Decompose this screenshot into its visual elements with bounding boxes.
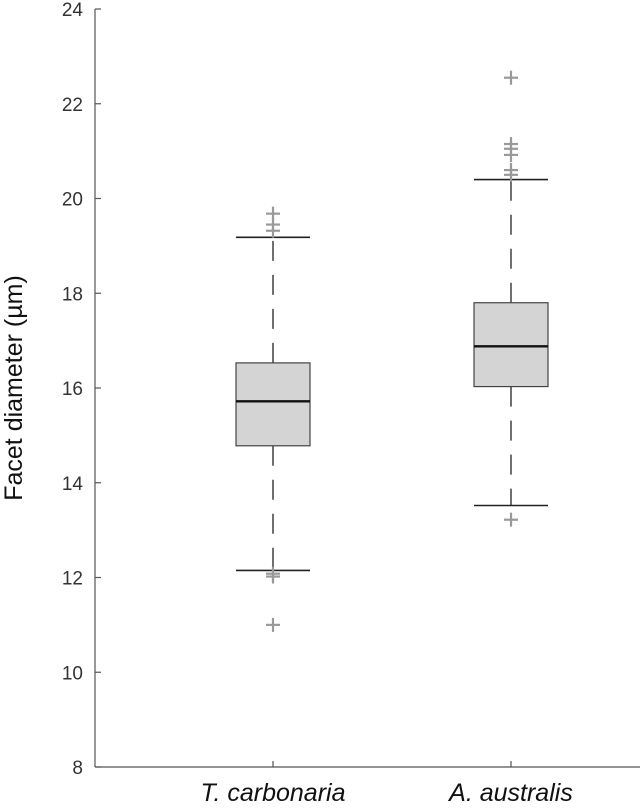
outlier-marker [504,70,518,85]
outlier-marker [266,569,280,584]
y-tick-label: 18 [62,284,83,305]
outlier-marker [504,167,518,182]
iqr-box [235,362,311,447]
y-tick-label: 12 [62,569,83,590]
y-tick-label: 22 [62,95,83,116]
x-category-label: T. carbonaria [201,779,346,807]
box-group [235,206,311,632]
outlier-marker [504,147,518,162]
axes: 8 10 12 14 16 18 20 22 24 T. carbonaria A. austral… [62,0,640,807]
boxes [235,70,549,632]
outlier-marker [504,512,518,527]
box-group [473,70,549,527]
outlier-marker [266,617,280,632]
y-axis-title: Facet diameter (µm) [0,275,28,501]
y-tick-label: 10 [62,663,83,684]
y-tick-label: 14 [62,474,84,495]
y-tick-label: 20 [62,190,83,211]
y-tick-label: 8 [72,758,83,779]
outlier-marker [266,223,280,238]
iqr-box [473,302,549,388]
y-tick-label: 24 [62,0,84,21]
y-tick-label: 16 [62,379,83,400]
x-category-label: A. australis [447,779,573,807]
